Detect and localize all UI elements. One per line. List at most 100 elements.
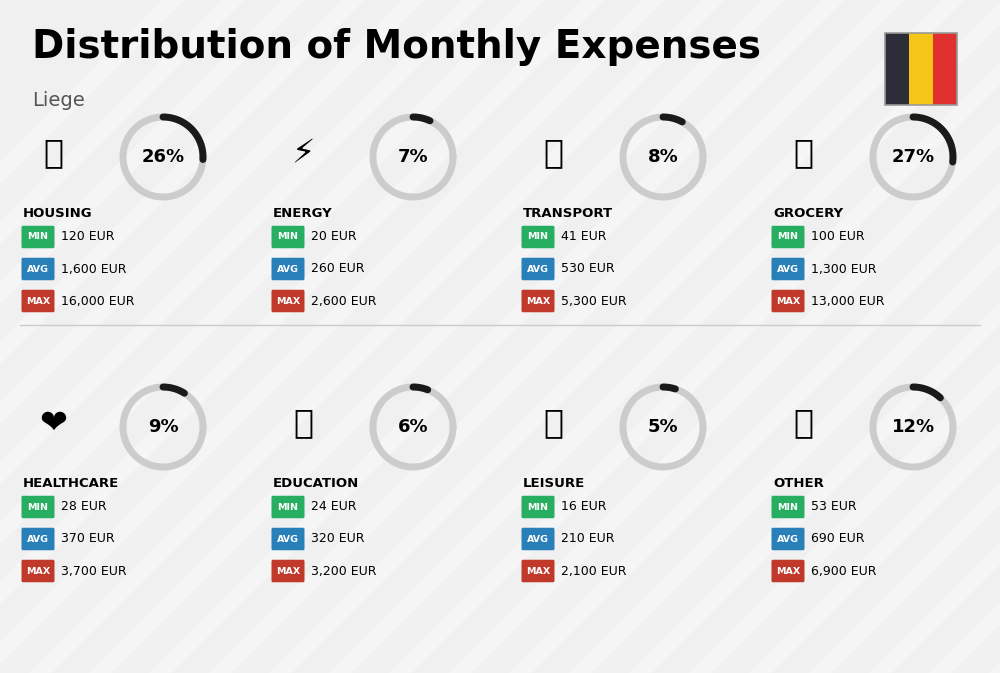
Text: 6,900 EUR: 6,900 EUR	[811, 565, 877, 577]
Text: 3,200 EUR: 3,200 EUR	[311, 565, 376, 577]
Text: 3,700 EUR: 3,700 EUR	[61, 565, 127, 577]
Text: AVG: AVG	[527, 264, 549, 273]
FancyBboxPatch shape	[933, 33, 957, 105]
Text: MAX: MAX	[526, 567, 550, 575]
Text: AVG: AVG	[27, 264, 49, 273]
Text: 120 EUR: 120 EUR	[61, 230, 114, 244]
Text: 28 EUR: 28 EUR	[61, 501, 107, 513]
Text: AVG: AVG	[277, 264, 299, 273]
Text: MAX: MAX	[26, 297, 50, 306]
Text: 41 EUR: 41 EUR	[561, 230, 606, 244]
Text: GROCERY: GROCERY	[773, 207, 843, 220]
Text: 210 EUR: 210 EUR	[561, 532, 614, 546]
Text: 9%: 9%	[148, 418, 178, 436]
FancyBboxPatch shape	[272, 290, 304, 312]
FancyBboxPatch shape	[522, 258, 555, 280]
FancyBboxPatch shape	[272, 496, 304, 518]
Text: 1,300 EUR: 1,300 EUR	[811, 262, 877, 275]
Text: 100 EUR: 100 EUR	[811, 230, 865, 244]
Text: AVG: AVG	[27, 534, 49, 544]
FancyBboxPatch shape	[272, 258, 304, 280]
FancyBboxPatch shape	[772, 225, 804, 248]
Text: 7%: 7%	[398, 148, 428, 166]
Text: 6%: 6%	[398, 418, 428, 436]
Text: AVG: AVG	[527, 534, 549, 544]
FancyBboxPatch shape	[885, 33, 909, 105]
FancyBboxPatch shape	[772, 528, 804, 551]
FancyBboxPatch shape	[22, 528, 54, 551]
Text: MIN: MIN	[28, 232, 48, 242]
Text: 🏢: 🏢	[43, 137, 63, 170]
Text: MIN: MIN	[278, 232, 298, 242]
Text: 2,100 EUR: 2,100 EUR	[561, 565, 626, 577]
Text: 🚌: 🚌	[543, 137, 563, 170]
Text: 16 EUR: 16 EUR	[561, 501, 606, 513]
FancyBboxPatch shape	[22, 225, 54, 248]
FancyBboxPatch shape	[22, 496, 54, 518]
Text: MAX: MAX	[776, 567, 800, 575]
Text: 8%: 8%	[648, 148, 678, 166]
Text: 🛍: 🛍	[543, 406, 563, 439]
FancyBboxPatch shape	[772, 496, 804, 518]
Text: Distribution of Monthly Expenses: Distribution of Monthly Expenses	[32, 28, 761, 66]
Text: 20 EUR: 20 EUR	[311, 230, 357, 244]
Text: 12%: 12%	[891, 418, 935, 436]
FancyBboxPatch shape	[22, 560, 54, 582]
Text: 1,600 EUR: 1,600 EUR	[61, 262, 126, 275]
FancyBboxPatch shape	[522, 225, 555, 248]
Text: MIN: MIN	[778, 503, 799, 511]
Text: MAX: MAX	[776, 297, 800, 306]
Text: 260 EUR: 260 EUR	[311, 262, 364, 275]
Text: ENERGY: ENERGY	[273, 207, 333, 220]
FancyBboxPatch shape	[522, 528, 555, 551]
Text: TRANSPORT: TRANSPORT	[523, 207, 613, 220]
Text: MIN: MIN	[528, 232, 549, 242]
Text: ❤: ❤	[39, 406, 67, 439]
Text: MIN: MIN	[278, 503, 298, 511]
Text: MAX: MAX	[276, 297, 300, 306]
Text: 53 EUR: 53 EUR	[811, 501, 857, 513]
Text: MAX: MAX	[526, 297, 550, 306]
Text: HOUSING: HOUSING	[23, 207, 93, 220]
Text: HEALTHCARE: HEALTHCARE	[23, 477, 119, 490]
Text: MIN: MIN	[528, 503, 549, 511]
Text: 26%: 26%	[141, 148, 185, 166]
FancyBboxPatch shape	[772, 290, 804, 312]
Text: 2,600 EUR: 2,600 EUR	[311, 295, 376, 308]
Text: AVG: AVG	[777, 264, 799, 273]
FancyBboxPatch shape	[272, 560, 304, 582]
FancyBboxPatch shape	[909, 33, 933, 105]
Text: 🛒: 🛒	[793, 137, 813, 170]
FancyBboxPatch shape	[772, 560, 804, 582]
Text: OTHER: OTHER	[773, 477, 824, 490]
Text: 16,000 EUR: 16,000 EUR	[61, 295, 134, 308]
Text: 🎓: 🎓	[293, 406, 313, 439]
Text: 530 EUR: 530 EUR	[561, 262, 615, 275]
Text: 690 EUR: 690 EUR	[811, 532, 865, 546]
Text: MIN: MIN	[28, 503, 48, 511]
FancyBboxPatch shape	[22, 258, 54, 280]
FancyBboxPatch shape	[522, 290, 555, 312]
FancyBboxPatch shape	[272, 528, 304, 551]
Text: AVG: AVG	[777, 534, 799, 544]
Text: 24 EUR: 24 EUR	[311, 501, 356, 513]
Text: 💰: 💰	[793, 406, 813, 439]
Text: AVG: AVG	[277, 534, 299, 544]
Text: Liege: Liege	[32, 91, 85, 110]
Text: MIN: MIN	[778, 232, 799, 242]
Text: ⚡: ⚡	[291, 137, 315, 170]
Text: 5,300 EUR: 5,300 EUR	[561, 295, 627, 308]
Text: 5%: 5%	[648, 418, 678, 436]
Text: MAX: MAX	[276, 567, 300, 575]
Text: LEISURE: LEISURE	[523, 477, 585, 490]
Text: 320 EUR: 320 EUR	[311, 532, 364, 546]
Text: EDUCATION: EDUCATION	[273, 477, 359, 490]
Text: 27%: 27%	[891, 148, 935, 166]
Text: MAX: MAX	[26, 567, 50, 575]
Text: 13,000 EUR: 13,000 EUR	[811, 295, 885, 308]
FancyBboxPatch shape	[772, 258, 804, 280]
FancyBboxPatch shape	[522, 560, 555, 582]
FancyBboxPatch shape	[22, 290, 54, 312]
FancyBboxPatch shape	[522, 496, 555, 518]
Text: 370 EUR: 370 EUR	[61, 532, 115, 546]
